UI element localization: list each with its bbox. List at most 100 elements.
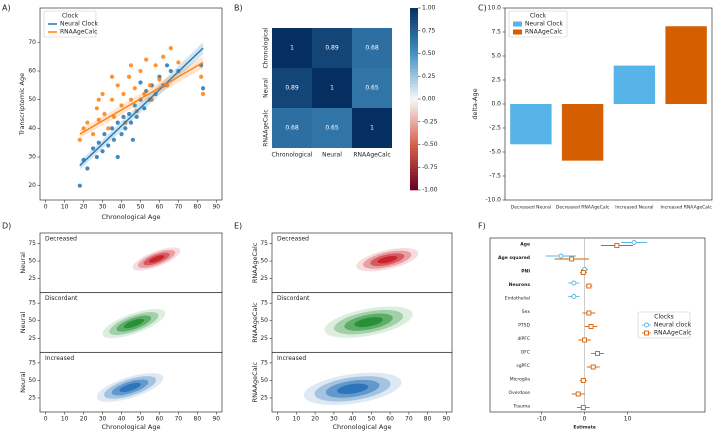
confidence-band (79, 42, 204, 170)
subplot-label: Increased (45, 355, 74, 362)
legend-box (637, 311, 691, 339)
colorbar-stripe (410, 105, 418, 109)
colorbar-stripe (410, 8, 418, 12)
confidence-band (79, 56, 204, 139)
term-label: Overdose (509, 390, 531, 396)
colorbar-stripe (410, 89, 418, 94)
x-tick-label: 80 (194, 204, 202, 211)
estimate (571, 294, 577, 299)
legend-label: RNAAgeCalc (60, 29, 97, 36)
y-tick-label: 7.5 (491, 29, 501, 36)
estimate (575, 391, 581, 397)
y-tick-label: 25 (28, 335, 36, 342)
point (109, 126, 115, 131)
x-tick-label: 50 (368, 416, 376, 423)
point (109, 97, 115, 102)
point (96, 117, 101, 122)
colorbar-stripe (410, 108, 418, 112)
heatmap-cell (312, 108, 352, 148)
x-tick-label: 10 (61, 204, 69, 211)
x-tick-label: 50 (137, 204, 145, 211)
legend-box (43, 10, 97, 38)
colorbar-stripe (410, 168, 418, 173)
y-tick-label: 2.5 (491, 77, 501, 84)
colorbar-stripe (410, 186, 418, 191)
point (109, 74, 115, 79)
y-tick-label: 50 (28, 377, 36, 384)
y-tick-label: RNAAgeCalc (263, 109, 270, 146)
colorbar-tick-label: 0.00 (422, 96, 436, 103)
point (90, 146, 96, 151)
colorbar-tick-label: 1.00 (422, 5, 436, 12)
x-tick-label: 50 (137, 416, 145, 423)
colorbar-tick-label: 0.75 (422, 27, 436, 34)
legend-label: RNAAgeCalc (654, 330, 691, 337)
colorbar-stripe (410, 38, 418, 42)
plot-frame (39, 7, 223, 201)
estimate (631, 240, 637, 245)
point (142, 91, 147, 97)
colorbar-stripe (410, 80, 418, 85)
heatmap-cell (352, 108, 392, 148)
term-label: Age (520, 242, 530, 248)
x-tick-label: 70 (405, 416, 413, 423)
density-level (354, 317, 383, 328)
x-tick-label: 40 (349, 416, 357, 423)
colorbar-stripe (410, 165, 418, 170)
y-tick-label: 75 (28, 359, 36, 366)
colorbar-stripe (410, 102, 418, 106)
point (119, 103, 124, 108)
colorbar-stripe (410, 83, 418, 88)
y-axis-label: RNAAgeCalc (251, 242, 259, 283)
bar (613, 65, 656, 104)
density-level (119, 382, 141, 393)
x-tick-label: 80 (194, 416, 202, 423)
cell-label: 1 (290, 45, 294, 52)
x-tick-label: 30 (99, 204, 107, 211)
x-tick-label: 40 (118, 204, 126, 211)
colorbar-stripe (410, 183, 418, 188)
x-axis-label: Chronological Age (333, 423, 392, 431)
panel-label: A) (2, 4, 11, 13)
y-axis-label: Neural (19, 252, 27, 274)
y-tick-label: 50 (260, 317, 268, 324)
y-tick-label: 50 (260, 258, 268, 265)
x-tick-label: 90 (212, 204, 220, 211)
y-tick-label: 25 (28, 394, 36, 401)
cell-label: 0.68 (365, 45, 379, 52)
colorbar-stripe (410, 177, 418, 182)
point (100, 149, 105, 154)
point (111, 137, 117, 142)
heatmap-cell (272, 108, 312, 148)
point (85, 166, 90, 171)
heatmap-cell (272, 68, 312, 108)
trend-line (79, 61, 204, 135)
y-tick-label: -10.0 (485, 197, 501, 204)
point (106, 143, 111, 148)
estimate (614, 243, 620, 248)
x-tick-label: 10 (293, 416, 301, 423)
panel-label: D) (2, 222, 11, 231)
point (85, 120, 90, 125)
trend-line (79, 47, 204, 167)
y-tick-label: 25 (260, 394, 268, 401)
x-tick-label: 10 (61, 416, 69, 423)
legend-title: Clock (530, 13, 547, 20)
colorbar-tick-label: 0.25 (422, 73, 436, 80)
estimate (580, 405, 586, 410)
subplot-label: Decreased (277, 236, 309, 243)
estimate (590, 364, 596, 370)
term-label: Endothelial (505, 296, 530, 302)
colorbar-stripe (410, 132, 418, 136)
x-tick-label: 30 (330, 416, 338, 423)
colorbar-stripe (410, 159, 418, 163)
colorbar-stripe (410, 141, 418, 145)
point (153, 63, 158, 68)
colorbar-stripe (410, 50, 418, 54)
y-axis-label: Transcriptomic Age (18, 73, 26, 136)
point (176, 60, 181, 65)
x-tick-label: Decreased Neural (511, 205, 551, 211)
point (111, 114, 117, 119)
estimate (595, 351, 600, 356)
x-tick-label: 0 (583, 416, 587, 423)
